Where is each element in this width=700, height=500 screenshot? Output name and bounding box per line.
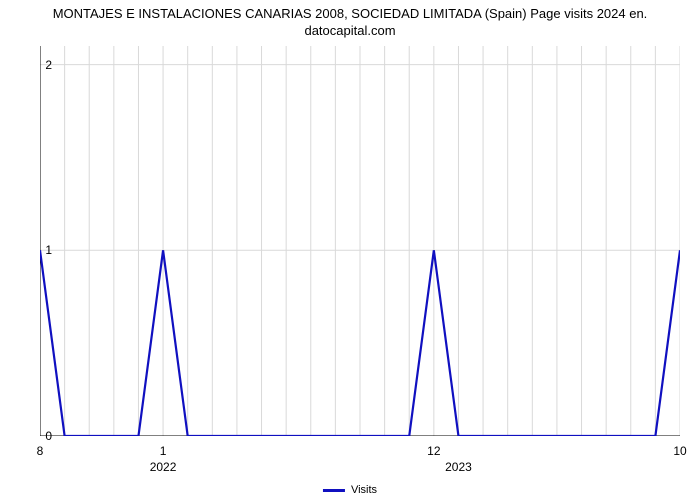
- x-tick-label: 8: [37, 444, 44, 458]
- legend-label: Visits: [351, 484, 377, 496]
- y-tick-label: 0: [32, 429, 52, 443]
- chart-area: [40, 46, 680, 436]
- y-tick-label: 2: [32, 58, 52, 72]
- line-chart-svg: [40, 46, 680, 436]
- x-tick-label: 12: [427, 444, 440, 458]
- x-tick-label: 10: [673, 444, 686, 458]
- x-year-label: 2022: [150, 460, 177, 474]
- title-line-2: datocapital.com: [304, 23, 395, 38]
- x-tick-label: 1: [160, 444, 167, 458]
- chart-container: MONTAJES E INSTALACIONES CANARIAS 2008, …: [0, 0, 700, 500]
- title-line-1: MONTAJES E INSTALACIONES CANARIAS 2008, …: [53, 6, 648, 21]
- legend: Visits: [323, 484, 377, 496]
- x-year-label: 2023: [445, 460, 472, 474]
- chart-title: MONTAJES E INSTALACIONES CANARIAS 2008, …: [0, 0, 700, 40]
- grid-lines: [40, 46, 680, 436]
- y-tick-label: 1: [32, 243, 52, 257]
- legend-swatch: [323, 489, 345, 492]
